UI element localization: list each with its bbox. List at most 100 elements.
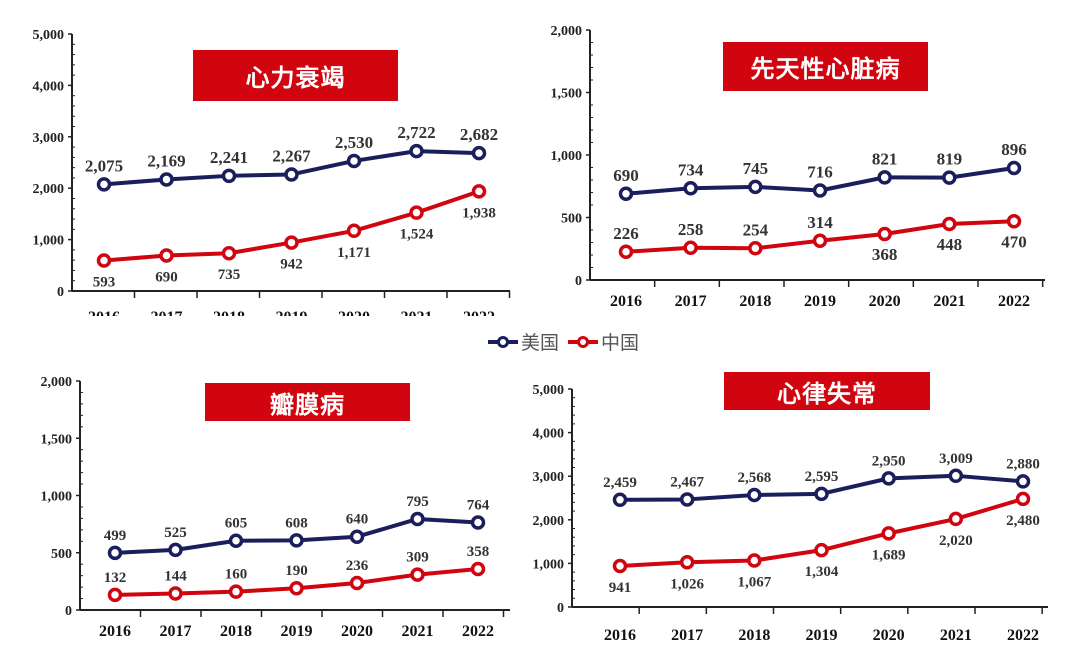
data-point-usa xyxy=(159,172,174,187)
data-label-usa: 525 xyxy=(164,525,187,541)
data-label-china: 735 xyxy=(218,267,241,283)
x-tick-label: 2022 xyxy=(1007,627,1039,644)
legend-label-usa: 美国 xyxy=(521,332,560,354)
x-tick-label: 2022 xyxy=(462,623,494,640)
data-label-china: 226 xyxy=(613,224,639,243)
x-tick-label: 2021 xyxy=(401,309,433,326)
data-point-usa xyxy=(679,492,695,507)
data-point-china xyxy=(618,244,634,259)
x-tick-label: 2017 xyxy=(151,309,183,326)
y-tick-label: 1,000 xyxy=(533,557,565,572)
data-label-usa: 819 xyxy=(937,150,963,169)
data-label-usa: 2,075 xyxy=(85,156,123,175)
y-tick-label: 2,000 xyxy=(533,514,565,529)
data-label-china: 1,304 xyxy=(805,564,839,580)
data-label-china: 258 xyxy=(678,220,704,239)
data-point-china xyxy=(612,558,628,574)
data-point-china xyxy=(228,584,244,599)
y-tick-label: 0 xyxy=(557,601,564,616)
x-tick-label: 2016 xyxy=(610,293,642,310)
y-tick-label: 2,000 xyxy=(33,182,65,197)
data-point-usa xyxy=(1006,160,1022,176)
data-label-usa: 821 xyxy=(872,149,898,168)
x-tick-label: 2019 xyxy=(276,309,308,326)
data-label-china: 1,938 xyxy=(462,205,496,221)
data-label-china: 2,020 xyxy=(939,533,973,549)
x-tick-label: 2021 xyxy=(402,623,434,640)
data-point-usa xyxy=(612,492,628,508)
data-label-china: 1,689 xyxy=(872,547,906,563)
data-point-china xyxy=(881,526,896,541)
data-point-usa xyxy=(618,186,634,201)
legend-item-usa: 美国 xyxy=(487,328,559,355)
y-tick-label: 5,000 xyxy=(33,28,65,43)
y-tick-label: 1,500 xyxy=(551,87,583,102)
data-point-usa xyxy=(349,529,365,544)
legend: 美国 中国 xyxy=(487,328,639,355)
data-label-usa: 764 xyxy=(467,498,490,514)
data-label-usa: 640 xyxy=(346,512,369,528)
legend-marker-china-icon xyxy=(568,335,599,348)
x-tick-label: 2019 xyxy=(281,623,313,640)
data-point-china xyxy=(168,586,183,601)
y-tick-label: 500 xyxy=(51,547,72,562)
data-point-usa xyxy=(346,153,362,169)
data-label-usa: 2,880 xyxy=(1006,456,1040,472)
x-tick-label: 2019 xyxy=(806,627,838,644)
x-tick-label: 2020 xyxy=(341,623,373,640)
data-point-china xyxy=(409,205,424,220)
x-tick-label: 2016 xyxy=(99,623,131,640)
y-tick-label: 0 xyxy=(575,274,582,289)
data-point-usa xyxy=(221,168,237,184)
data-label-china: 160 xyxy=(225,567,248,583)
data-label-china: 190 xyxy=(285,563,308,579)
data-label-china: 2,480 xyxy=(1006,513,1040,529)
x-tick-label: 2018 xyxy=(220,623,252,640)
data-point-china xyxy=(1015,491,1031,507)
y-tick-label: 3,000 xyxy=(533,470,565,485)
data-point-china xyxy=(159,248,174,263)
y-tick-label: 4,000 xyxy=(33,79,65,94)
data-point-china xyxy=(349,575,365,591)
data-point-usa xyxy=(683,181,698,196)
data-label-china: 470 xyxy=(1001,232,1027,251)
data-label-china: 941 xyxy=(609,580,632,596)
data-label-china: 593 xyxy=(93,275,116,291)
legend-marker-usa-icon xyxy=(488,335,518,348)
x-tick-label: 2018 xyxy=(739,293,771,310)
x-tick-label: 2017 xyxy=(671,627,703,644)
data-label-usa: 690 xyxy=(613,166,639,185)
x-tick-label: 2018 xyxy=(213,309,245,326)
data-label-china: 942 xyxy=(280,257,303,273)
data-point-usa xyxy=(814,486,829,502)
data-label-china: 309 xyxy=(406,550,429,566)
data-point-usa xyxy=(877,170,892,185)
x-tick-label: 2018 xyxy=(738,627,770,644)
data-label-usa: 2,467 xyxy=(670,474,704,490)
data-point-china xyxy=(470,561,486,577)
data-label-china: 368 xyxy=(872,245,898,264)
data-label-usa: 716 xyxy=(807,163,833,182)
data-point-usa xyxy=(881,471,896,486)
data-label-usa: 2,682 xyxy=(460,125,498,144)
x-tick-label: 2017 xyxy=(160,623,192,640)
data-point-usa xyxy=(470,515,486,530)
data-label-usa: 745 xyxy=(743,159,769,178)
y-tick-label: 500 xyxy=(561,212,582,227)
data-point-china xyxy=(877,226,892,242)
data-point-usa xyxy=(471,145,487,161)
data-point-china xyxy=(747,553,762,568)
data-label-china: 448 xyxy=(937,235,963,254)
x-tick-label: 2021 xyxy=(940,627,972,644)
x-tick-label: 2016 xyxy=(88,309,120,326)
x-tick-label: 2020 xyxy=(869,293,901,310)
data-label-china: 1,524 xyxy=(400,227,434,243)
chart-title-congenital-heart-disease: 先天性心脏病 xyxy=(723,42,928,91)
data-point-china xyxy=(346,223,362,239)
data-point-china xyxy=(942,216,957,232)
data-point-usa xyxy=(168,542,183,558)
x-tick-label: 2022 xyxy=(998,293,1030,310)
data-point-usa xyxy=(409,143,424,159)
y-tick-label: 1,000 xyxy=(551,149,583,164)
